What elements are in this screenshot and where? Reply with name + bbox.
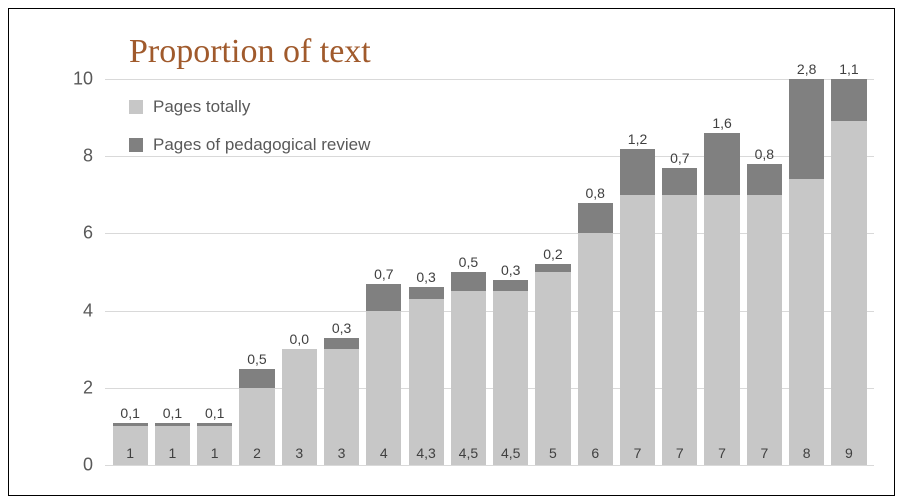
y-tick-label: 2 [83, 377, 105, 398]
bar-top-value-label: 0,5 [239, 351, 274, 369]
bar-base-value-label: 8 [789, 445, 824, 461]
bar-segment-top: 0,2 [535, 264, 570, 272]
bar-base-value-label: 4,5 [493, 445, 528, 461]
chart-title-text: Proportion of text [129, 33, 371, 70]
bar-top-value-label: 0,3 [493, 262, 528, 280]
bar-segment-top: 0,7 [366, 284, 401, 311]
bar-segment-top: 0,8 [747, 164, 782, 195]
bar-segment-base: 9 [831, 121, 866, 465]
bar-top-value-label: 2,8 [789, 61, 824, 79]
bar-segment-base: 4,5 [451, 291, 486, 465]
bar-segment-base: 3 [324, 349, 359, 465]
bar-top-value-label: 1,2 [620, 131, 655, 149]
bar: 0,11 [196, 79, 234, 465]
chart-frame: Proportion of text Pages totally Pages o… [8, 8, 895, 496]
bar-segment-base: 4,5 [493, 291, 528, 465]
bar-top-value-label: 0,1 [197, 405, 232, 423]
bar-top-value-label: 0,0 [282, 331, 317, 349]
bar-segment-base: 7 [662, 195, 697, 465]
bar-base-value-label: 7 [620, 445, 655, 461]
bar-segment-top: 1,6 [704, 133, 739, 195]
y-tick-label: 6 [83, 223, 105, 244]
bar-segment-base: 1 [155, 426, 190, 465]
bar-segment-top: 0,7 [662, 168, 697, 195]
bar-top-value-label: 1,1 [831, 61, 866, 79]
bar: 1,67 [703, 79, 741, 465]
bar-top-value-label: 0,1 [113, 405, 148, 423]
bar-base-value-label: 2 [239, 445, 274, 461]
bar: 2,88 [788, 79, 826, 465]
bar: 0,3 4,5 [492, 79, 530, 465]
bar-base-value-label: 1 [113, 445, 148, 461]
bar-segment-base: 8 [789, 179, 824, 465]
bar: 0,87 [745, 79, 783, 465]
bar-top-value-label: 0,8 [578, 185, 613, 203]
bar-segment-base: 5 [535, 272, 570, 465]
bar-top-value-label: 0,2 [535, 246, 570, 264]
plot-area: 0,110,110,110,520,030,330,740,34,30,54,5… [105, 79, 874, 465]
chart-title: Proportion of text [129, 33, 371, 71]
bars-container: 0,110,110,110,520,030,330,740,34,30,54,5… [105, 79, 874, 465]
bar-segment-top: 0,3 [409, 287, 444, 299]
bar-base-value-label: 5 [535, 445, 570, 461]
bar: 0,3 4,3 [407, 79, 445, 465]
bar-top-value-label: 0,1 [155, 405, 190, 423]
bar-base-value-label: 7 [662, 445, 697, 461]
bar: 0,11 [153, 79, 191, 465]
bar-base-value-label: 9 [831, 445, 866, 461]
bar: 1,19 [830, 79, 868, 465]
bar-base-value-label: 4,5 [451, 445, 486, 461]
bar-segment-base: 4 [366, 311, 401, 465]
bar: 0,11 [111, 79, 149, 465]
y-tick-label: 4 [83, 300, 105, 321]
bar-segment-base: 3 [282, 349, 317, 465]
bar-segment-top: 0,3 [324, 338, 359, 350]
bar-segment-top: 2,8 [789, 79, 824, 179]
bar-segment-top: 0,5 [239, 369, 274, 388]
bar-base-value-label: 1 [197, 445, 232, 461]
bar-segment-base: 7 [704, 195, 739, 465]
bar-segment-base: 4,3 [409, 299, 444, 465]
bar: 0,25 [534, 79, 572, 465]
gridline [105, 465, 874, 466]
bar-segment-base: 1 [113, 426, 148, 465]
bar-top-value-label: 0,5 [451, 254, 486, 272]
bar-segment-top: 1,2 [620, 149, 655, 195]
bar: 0,52 [238, 79, 276, 465]
bar-base-value-label: 3 [282, 445, 317, 461]
bar-top-value-label: 1,6 [704, 115, 739, 133]
bar-segment-top: 1,1 [831, 79, 866, 121]
bar-segment-top: 0,8 [578, 203, 613, 234]
bar-segment-base: 7 [620, 195, 655, 465]
bar: 0,03 [280, 79, 318, 465]
bar-top-value-label: 0,8 [747, 146, 782, 164]
bar-top-value-label: 0,3 [324, 320, 359, 338]
bar-segment-top: 0,3 [493, 280, 528, 292]
bar-top-value-label: 0,7 [662, 150, 697, 168]
y-tick-label: 8 [83, 146, 105, 167]
bar: 0,86 [576, 79, 614, 465]
y-tick-label: 10 [73, 69, 105, 90]
bar-top-value-label: 0,7 [366, 266, 401, 284]
bar-segment-base: 6 [578, 233, 613, 465]
bar: 0,5 4,5 [449, 79, 487, 465]
bar: 0,33 [322, 79, 360, 465]
bar-base-value-label: 3 [324, 445, 359, 461]
bar-segment-top: 0,5 [451, 272, 486, 291]
bar-segment-base: 7 [747, 195, 782, 465]
y-tick-label: 0 [83, 455, 105, 476]
bar-base-value-label: 7 [747, 445, 782, 461]
bar-base-value-label: 1 [155, 445, 190, 461]
bar-base-value-label: 4,3 [409, 445, 444, 461]
bar: 1,27 [618, 79, 656, 465]
bar-top-value-label: 0,3 [409, 269, 444, 287]
bar: 0,74 [365, 79, 403, 465]
bar-base-value-label: 7 [704, 445, 739, 461]
bar-base-value-label: 4 [366, 445, 401, 461]
bar: 0,77 [661, 79, 699, 465]
bar-segment-base: 2 [239, 388, 274, 465]
bar-base-value-label: 6 [578, 445, 613, 461]
bar-segment-base: 1 [197, 426, 232, 465]
